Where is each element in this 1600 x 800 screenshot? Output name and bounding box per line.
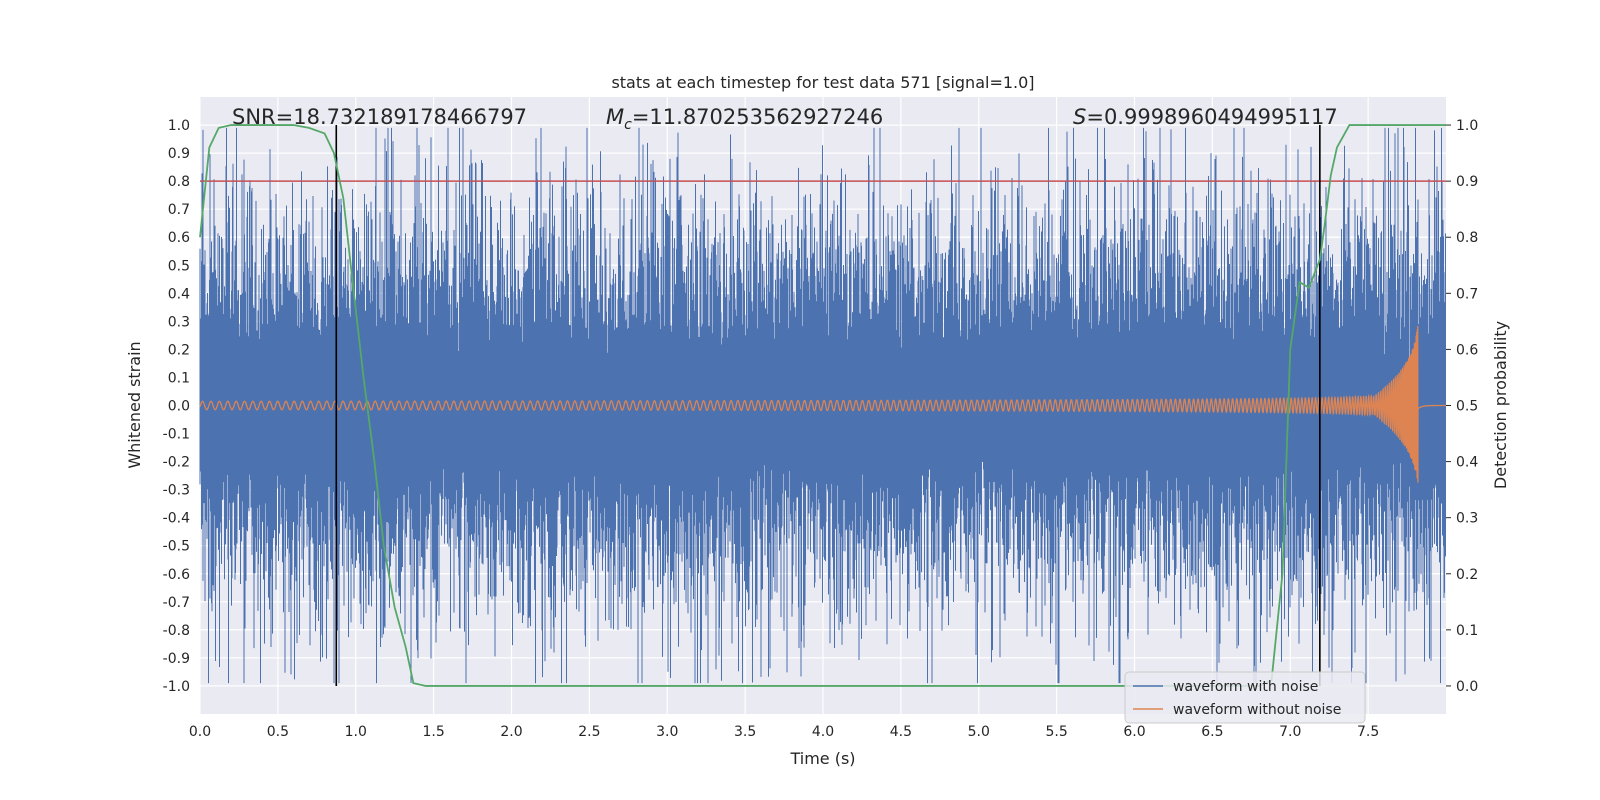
tick-labels: 0.0 0.5 1.0 1.5 2.0 2.5 3.0 3.5 4.0 4.5 5.0 5.5 6.0 6…	[163, 118, 1479, 740]
y2-tick-label: 0.7	[1456, 286, 1478, 302]
y-tick-label: 0.6	[168, 230, 190, 246]
y-axis-label: Whitened strain	[125, 341, 144, 468]
s-value: =0.9998960494995117	[1086, 105, 1337, 129]
y2-tick-label: 0.0	[1456, 679, 1478, 695]
x-tick-label: 6.5	[1201, 724, 1223, 740]
y-tick-label: -0.4	[163, 511, 190, 527]
s-symbol: S	[1073, 105, 1086, 129]
chirp-mass-annotation: Mc=11.870253562927246	[606, 105, 883, 133]
legend-label-clean: waveform without noise	[1173, 702, 1341, 718]
y-tick-label: 0.1	[168, 370, 190, 386]
x-tick-label: 0.5	[267, 724, 289, 740]
x-tick-label: 4.0	[812, 724, 834, 740]
x-tick-label: 2.0	[500, 724, 522, 740]
legend: waveform with noise waveform without noi…	[1124, 671, 1366, 724]
chart-title: stats at each timestep for test data 571…	[611, 73, 1034, 92]
x-tick-label: 7.5	[1357, 724, 1379, 740]
y2-tick-label: 0.4	[1456, 455, 1478, 471]
x-tick-label: 7.0	[1279, 724, 1301, 740]
y-tick-label: 1.0	[168, 118, 190, 134]
waveform-without-noise-series	[199, 325, 1446, 483]
x-tick-label: 6.0	[1123, 724, 1145, 740]
x-tick-label: 1.5	[422, 724, 444, 740]
y-tick-label: -0.5	[163, 539, 190, 555]
x-tick-label: 3.5	[734, 724, 756, 740]
y-tick-label: -0.3	[163, 483, 190, 499]
y2-tick-label: 1.0	[1456, 118, 1478, 134]
y-tick-label: 0.9	[168, 146, 190, 162]
y2-tick-label: 0.9	[1456, 174, 1478, 190]
y-tick-label: 0.0	[168, 399, 190, 415]
y2-tick-label: 0.3	[1456, 511, 1478, 527]
mc-value: =11.870253562927246	[632, 105, 883, 129]
x-tick-label: 5.0	[968, 724, 990, 740]
y-tick-label: 0.5	[168, 258, 190, 274]
x-tick-label: 4.5	[890, 724, 912, 740]
x-tick-label: 5.5	[1045, 724, 1067, 740]
noise-waveform-path	[199, 127, 1446, 684]
y-tick-label: -0.7	[163, 595, 190, 611]
waveform-with-noise-series	[199, 127, 1446, 684]
y-tick-label: -0.1	[163, 427, 190, 443]
detection-probability-series	[199, 124, 1446, 687]
y2-tick-label: 0.6	[1456, 342, 1478, 358]
y2-tick-label: 0.2	[1456, 567, 1478, 583]
y-tick-label: -0.6	[163, 567, 190, 583]
y-tick-label: -0.2	[163, 455, 190, 471]
y-tick-label: -0.9	[163, 651, 190, 667]
y2-tick-label: 0.8	[1456, 230, 1478, 246]
x-tick-label: 1.0	[345, 724, 367, 740]
y2-tick-label: 0.1	[1456, 623, 1478, 639]
y-tick-label: 0.4	[168, 286, 190, 302]
significance-annotation: S=0.9998960494995117	[1073, 105, 1338, 129]
y-tick-label: 0.2	[168, 342, 190, 358]
x-tick-label: 3.0	[656, 724, 678, 740]
x-axis-label: Time (s)	[789, 749, 855, 768]
y-tick-label: -1.0	[163, 679, 190, 695]
y-tick-label: 0.8	[168, 174, 190, 190]
snr-annotation: SNR=18.732189178466797	[232, 105, 527, 129]
x-tick-label: 0.0	[189, 724, 211, 740]
overlay-lines	[200, 125, 1446, 686]
legend-label-noise: waveform with noise	[1173, 679, 1318, 695]
y-tick-label: 0.3	[168, 314, 190, 330]
y-tick-label: -0.8	[163, 623, 190, 639]
x-tick-label: 2.5	[578, 724, 600, 740]
detection-probability-path	[199, 124, 1446, 687]
legend-box	[1124, 671, 1366, 724]
mc-subscript: c	[624, 117, 632, 133]
y-tick-label: 0.7	[168, 202, 190, 218]
y2-tick-label: 0.5	[1456, 399, 1478, 415]
mc-symbol: M	[606, 105, 624, 129]
y2-axis-label: Detection probability	[1491, 321, 1510, 489]
clean-waveform-path	[199, 325, 1446, 483]
